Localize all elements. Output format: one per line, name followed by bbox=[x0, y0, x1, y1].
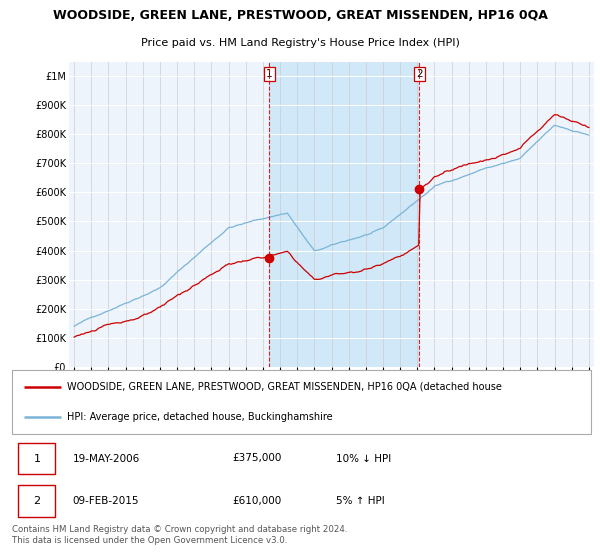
Text: 2: 2 bbox=[416, 69, 422, 79]
Text: 09-FEB-2015: 09-FEB-2015 bbox=[73, 496, 139, 506]
Text: Price paid vs. HM Land Registry's House Price Index (HPI): Price paid vs. HM Land Registry's House … bbox=[140, 38, 460, 48]
Text: 5% ↑ HPI: 5% ↑ HPI bbox=[336, 496, 385, 506]
Text: 1: 1 bbox=[34, 454, 40, 464]
Bar bbox=[269, 62, 419, 367]
Text: 1: 1 bbox=[266, 69, 273, 79]
Text: HPI: Average price, detached house, Buckinghamshire: HPI: Average price, detached house, Buck… bbox=[67, 412, 332, 422]
Text: WOODSIDE, GREEN LANE, PRESTWOOD, GREAT MISSENDEN, HP16 0QA (detached house: WOODSIDE, GREEN LANE, PRESTWOOD, GREAT M… bbox=[67, 382, 502, 392]
FancyBboxPatch shape bbox=[18, 443, 55, 474]
Text: £375,000: £375,000 bbox=[232, 454, 281, 464]
Text: WOODSIDE, GREEN LANE, PRESTWOOD, GREAT MISSENDEN, HP16 0QA: WOODSIDE, GREEN LANE, PRESTWOOD, GREAT M… bbox=[53, 9, 547, 22]
Text: 2: 2 bbox=[34, 496, 40, 506]
Text: 19-MAY-2006: 19-MAY-2006 bbox=[73, 454, 140, 464]
FancyBboxPatch shape bbox=[18, 486, 55, 517]
Text: £610,000: £610,000 bbox=[232, 496, 281, 506]
Text: 10% ↓ HPI: 10% ↓ HPI bbox=[336, 454, 391, 464]
Text: Contains HM Land Registry data © Crown copyright and database right 2024.
This d: Contains HM Land Registry data © Crown c… bbox=[12, 525, 347, 545]
